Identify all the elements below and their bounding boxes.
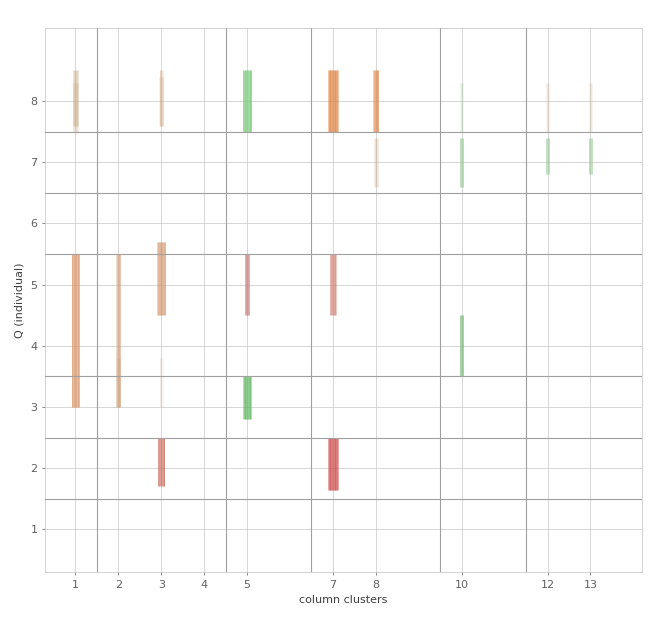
Y-axis label: Q (individual): Q (individual) xyxy=(15,262,25,337)
X-axis label: column clusters: column clusters xyxy=(300,596,388,605)
